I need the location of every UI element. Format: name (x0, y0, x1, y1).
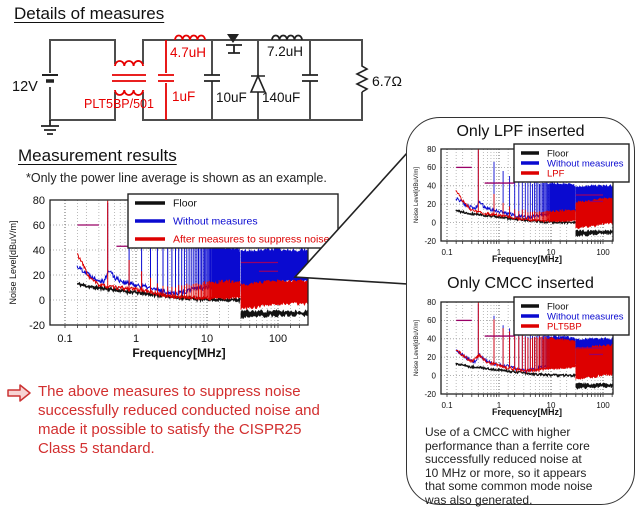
circuit-diagram: 12V PLT5BP/501 4.7uH 1uF 10uF 140uF 7.2u… (12, 34, 402, 135)
conclusion-line: Class 5 standard. (38, 440, 155, 457)
cmcc-chart: 80 60 40 20 0 -20 0.1 1 10 100 Frequency[MHz] Noise… (414, 296, 630, 417)
details-title: Details of measures (14, 4, 165, 23)
svg-text:80: 80 (33, 195, 45, 207)
svg-text:100: 100 (596, 248, 610, 257)
svg-text:Without measures: Without measures (547, 311, 624, 322)
callout-body-line: that some common mode noise (425, 479, 593, 493)
callout-body-line: 10 MHz or more, so it appears (425, 465, 587, 480)
lpf-symbols (158, 34, 206, 120)
callout-body-line: Use of a CMCC with higher (425, 425, 571, 439)
svg-text:100: 100 (596, 401, 610, 410)
svg-text:Noise Level[dBuV/m]: Noise Level[dBuV/m] (414, 320, 420, 376)
svg-text:1: 1 (497, 248, 502, 257)
svg-text:20: 20 (33, 270, 45, 282)
battery-symbol (42, 74, 58, 83)
arrow-right-icon (7, 384, 31, 402)
svg-text:0: 0 (432, 371, 437, 380)
svg-text:LPF: LPF (547, 168, 565, 179)
svg-text:40: 40 (427, 182, 436, 191)
svg-text:10: 10 (547, 401, 556, 410)
label-c-out: 140uF (262, 90, 300, 105)
svg-text:10: 10 (201, 333, 213, 345)
cmcc-symbol (112, 60, 146, 96)
svg-text:Noise Level[dBuV/m]: Noise Level[dBuV/m] (8, 220, 18, 304)
label-cmcc: PLT5BP/501 (84, 97, 154, 111)
svg-text:Frequency[MHz]: Frequency[MHz] (132, 346, 225, 360)
results-title: Measurement results (18, 146, 177, 165)
callout-body-line: was also generated. (425, 492, 533, 507)
conclusion-line: successfully reduced conducted noise and (38, 402, 320, 419)
svg-text:40: 40 (427, 335, 436, 344)
svg-text:-20: -20 (424, 237, 436, 246)
lpf-chart-title: Only LPF inserted (456, 123, 585, 140)
callout-body-line: successfully reduced noise at (425, 452, 582, 466)
svg-text:10: 10 (547, 248, 556, 257)
label-load: 6.7Ω (372, 73, 402, 89)
label-l-filter: 4.7uH (170, 45, 206, 60)
capacitor-symbols (204, 74, 318, 82)
label-c-in: 10uF (216, 90, 247, 105)
main-noise-chart: 80 60 40 20 0 -20 0.1 1 10 100 Frequency[MHz] Noise… (8, 193, 339, 360)
svg-text:Without measures: Without measures (173, 216, 258, 228)
lpf-chart: 80 60 40 20 0 -20 0.1 1 10 100 Frequency[MHz] Noise… (414, 143, 630, 264)
svg-text:20: 20 (427, 353, 436, 362)
conclusion-line: made it possible to satisfy the CISPR25 (38, 421, 302, 438)
switch-icon (227, 34, 239, 43)
label-c-filter: 1uF (172, 89, 195, 104)
svg-text:Floor: Floor (547, 148, 569, 159)
callout-body: Use of a CMCC with higher performance th… (425, 425, 625, 507)
conclusion-line: The above measures to suppress noise (38, 383, 301, 400)
svg-text:Noise Level[dBuV/m]: Noise Level[dBuV/m] (414, 167, 420, 223)
svg-text:1: 1 (497, 401, 502, 410)
svg-text:PLT5BP: PLT5BP (547, 321, 582, 332)
svg-text:0.1: 0.1 (57, 333, 72, 345)
svg-text:20: 20 (427, 200, 436, 209)
svg-text:0.1: 0.1 (441, 401, 453, 410)
diode-symbol (249, 74, 267, 93)
svg-text:60: 60 (33, 220, 45, 232)
results-note: *Only the power line average is shown as… (26, 171, 327, 185)
inductor-symbol (271, 34, 303, 41)
svg-text:1: 1 (133, 333, 139, 345)
svg-text:0.1: 0.1 (441, 248, 453, 257)
svg-text:0: 0 (39, 295, 45, 307)
svg-text:After measures to suppress noi: After measures to suppress noise (173, 234, 330, 246)
svg-text:80: 80 (427, 298, 436, 307)
callout-wedge (293, 149, 409, 285)
svg-text:0: 0 (432, 218, 437, 227)
callout-body-line: performance than a ferrite core (425, 438, 590, 453)
svg-text:Frequency[MHz]: Frequency[MHz] (492, 254, 562, 264)
svg-text:Floor: Floor (547, 301, 569, 312)
ground-symbol (41, 120, 59, 135)
svg-text:Frequency[MHz]: Frequency[MHz] (492, 407, 562, 417)
svg-text:-20: -20 (424, 390, 436, 399)
conclusion-text: The above measures to suppress noise suc… (38, 382, 368, 458)
callout-box: Only LPF inserted 80 60 40 20 0 -20 0.1 1 10 100 F… (406, 117, 635, 507)
resistor-symbol (355, 64, 369, 93)
cmcc-chart-title: Only CMCC inserted (447, 275, 594, 292)
label-l-out: 7.2uH (267, 44, 303, 59)
svg-text:Without measures: Without measures (547, 158, 624, 169)
svg-text:60: 60 (427, 316, 436, 325)
svg-text:80: 80 (427, 145, 436, 154)
circuit-wires (49, 39, 363, 121)
svg-text:40: 40 (33, 245, 45, 257)
svg-text:60: 60 (427, 163, 436, 172)
svg-text:-20: -20 (29, 320, 45, 332)
label-source: 12V (12, 79, 38, 95)
switch-terminal (226, 44, 242, 54)
svg-text:100: 100 (269, 333, 287, 345)
svg-text:Floor: Floor (173, 198, 197, 210)
